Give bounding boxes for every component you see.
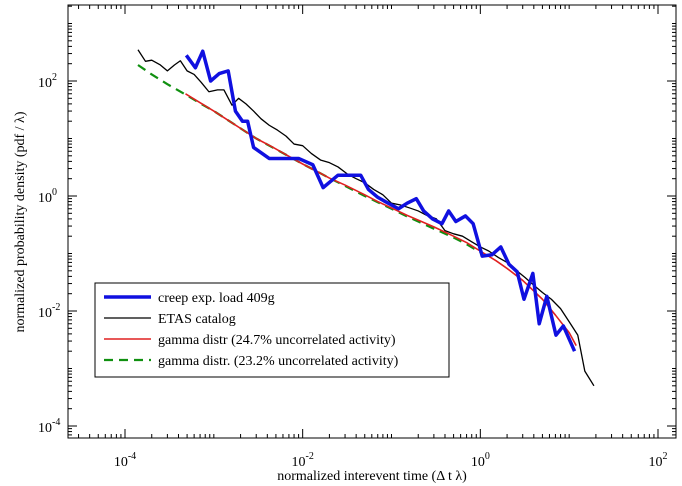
legend-label: gamma distr. (23.2% uncorrelated activit… — [158, 354, 399, 369]
legend: creep exp. load 409g ETAS catalog gamma di… — [94, 282, 450, 378]
legend-items: creep exp. load 409g ETAS catalog gamma di… — [104, 291, 399, 369]
series-layer — [137, 49, 595, 387]
x-tick-label: 102 — [649, 451, 668, 470]
y-axis-label: normalized probability density (pdf / λ) — [13, 111, 28, 332]
x-tick-label: 10-4 — [114, 451, 136, 470]
y-tick-label: 100 — [38, 187, 57, 206]
legend-box — [94, 282, 450, 378]
y-tick-label: 10-4 — [38, 417, 60, 436]
series-line-0 — [184, 49, 577, 352]
axis-ticks — [68, 5, 676, 438]
x-tick-label: 10-2 — [291, 451, 313, 470]
x-axis-label: normalized interevent time (Δ t λ) — [277, 469, 467, 484]
legend-label: gamma distr (24.7% uncorrelated activity… — [158, 333, 396, 348]
series-line-2 — [185, 93, 577, 347]
axis-tick-labels: 10-4 10-2 100 102 10-4 10-2 100 102 — [38, 72, 668, 470]
legend-label: creep exp. load 409g — [158, 291, 275, 306]
y-tick-label: 10-2 — [38, 302, 60, 321]
y-tick-label: 102 — [38, 72, 57, 91]
x-tick-label: 100 — [471, 451, 490, 470]
legend-label: ETAS catalog — [158, 312, 236, 327]
